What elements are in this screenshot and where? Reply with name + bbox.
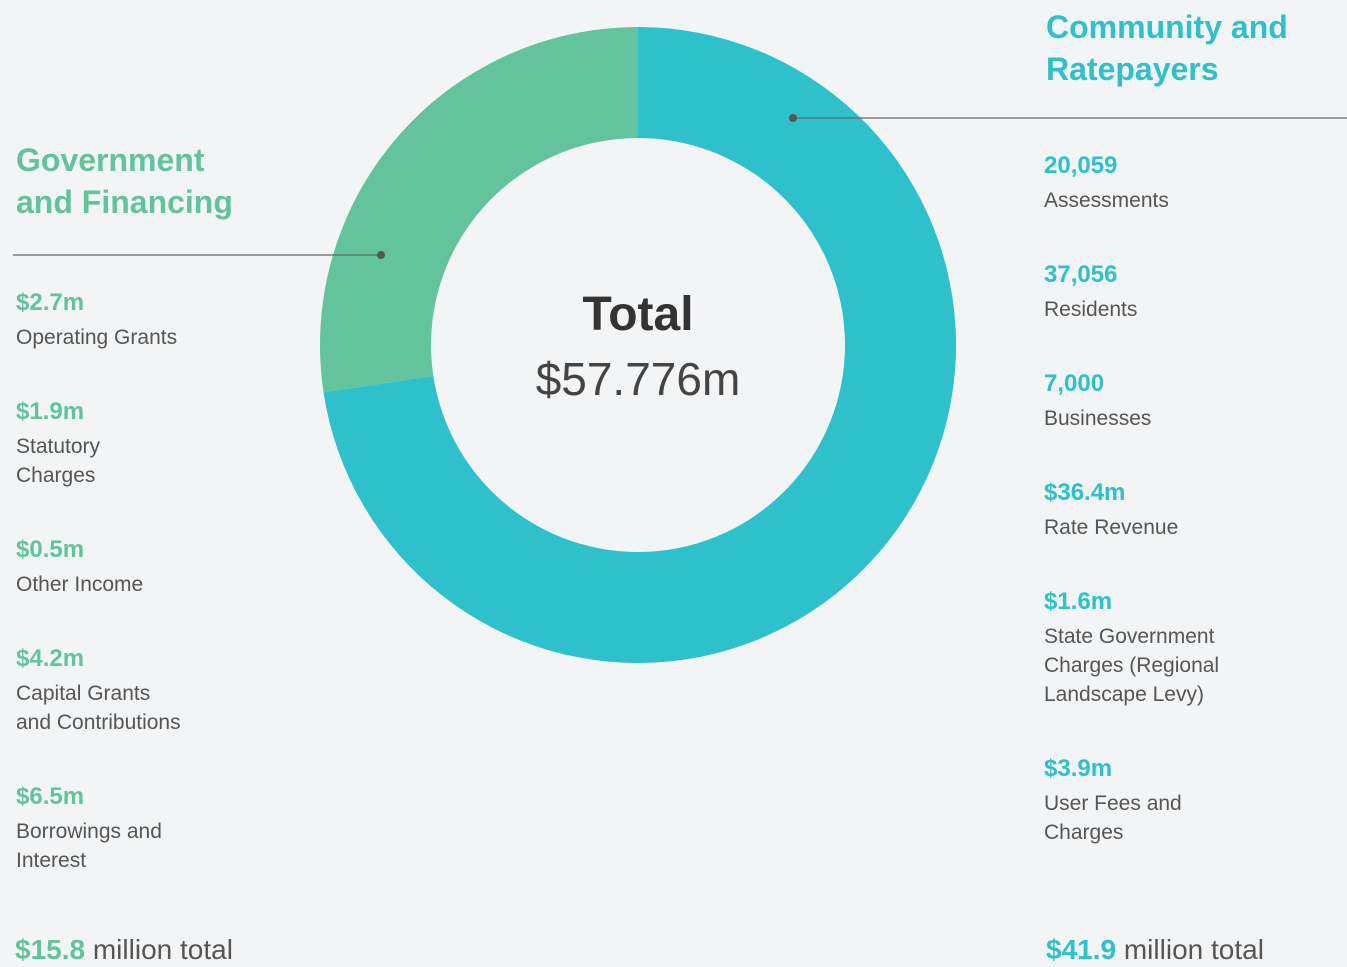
donut-segment xyxy=(320,27,638,393)
right-heading: Community and Ratepayers xyxy=(1046,9,1288,87)
list-item: 7,000 Businesses xyxy=(1044,364,1344,433)
item-label: Borrowings and Interest xyxy=(16,820,162,872)
list-item: $0.5m Other Income xyxy=(16,530,316,599)
item-label: Capital Grants and Contributions xyxy=(16,682,181,734)
item-value: $3.9m xyxy=(1044,755,1113,782)
leader-dot xyxy=(789,114,797,122)
item-label: Operating Grants xyxy=(16,326,178,349)
item-label: Businesses xyxy=(1044,407,1152,430)
list-item: $2.7m Operating Grants xyxy=(16,283,316,352)
item-label: Statutory Charges xyxy=(16,435,101,487)
center-title: Total xyxy=(582,288,694,341)
left-total: $15.8 million total xyxy=(15,933,233,967)
list-item: $1.9m Statutory Charges xyxy=(16,392,316,490)
left-heading: Government and Financing xyxy=(16,142,233,220)
item-label: Assessments xyxy=(1044,189,1169,212)
list-item: $36.4m Rate Revenue xyxy=(1044,473,1344,542)
item-value: 20,059 xyxy=(1044,152,1118,179)
item-value: $1.6m xyxy=(1044,588,1113,615)
right-list: 20,059 Assessments 37,056 Residents 7,000 Bu… xyxy=(1044,146,1344,887)
list-item: $1.6m State Government Charges (Regional … xyxy=(1044,582,1344,709)
list-item: $3.9m User Fees and Charges xyxy=(1044,749,1344,847)
item-label: Residents xyxy=(1044,298,1138,321)
total-value: $15.8 xyxy=(15,934,86,965)
item-label: State Government Charges (Regional Lands… xyxy=(1044,625,1220,706)
item-value: $4.2m xyxy=(16,645,85,672)
total-suffix: million total xyxy=(92,934,233,965)
list-item: 20,059 Assessments xyxy=(1044,146,1344,215)
item-value: $1.9m xyxy=(16,398,85,425)
donut-segment xyxy=(323,27,956,663)
item-label: User Fees and Charges xyxy=(1044,792,1182,844)
item-value: $6.5m xyxy=(16,783,85,810)
leader-dot xyxy=(377,251,385,259)
item-label: Other Income xyxy=(16,573,144,596)
item-label: Rate Revenue xyxy=(1044,516,1179,539)
list-item: $6.5m Borrowings and Interest xyxy=(16,777,316,875)
total-suffix: million total xyxy=(1123,934,1264,965)
item-value: $36.4m xyxy=(1044,479,1126,506)
left-list: $2.7m Operating Grants $1.9m Statutory Char… xyxy=(16,283,316,915)
list-item: $4.2m Capital Grants and Contributions xyxy=(16,639,316,737)
item-value: $2.7m xyxy=(16,289,85,316)
list-item: 37,056 Residents xyxy=(1044,255,1344,324)
item-value: 37,056 xyxy=(1044,261,1118,288)
total-value: $41.9 xyxy=(1046,934,1117,965)
right-total: $41.9 million total xyxy=(1046,933,1264,967)
item-value: 7,000 xyxy=(1044,370,1105,397)
center-value: $57.776m xyxy=(535,353,741,405)
item-value: $0.5m xyxy=(16,536,85,563)
